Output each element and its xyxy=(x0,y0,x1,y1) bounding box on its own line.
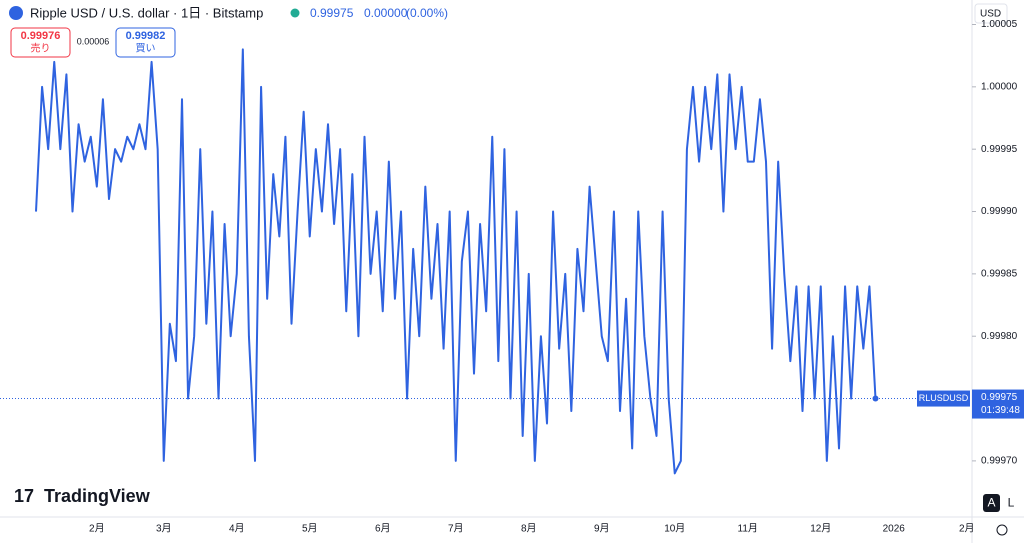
x-tick-label: 6月 xyxy=(375,523,391,535)
buy-price: 0.99982 xyxy=(126,30,166,42)
currency: USD xyxy=(980,9,1001,20)
currency-button[interactable] xyxy=(974,3,1008,24)
plot xyxy=(0,48,917,475)
spread: 0.00006 xyxy=(77,36,110,46)
x-tick-label: 2月 xyxy=(89,523,105,535)
ticker-tag xyxy=(917,390,970,407)
x-tick-label: 7月 xyxy=(448,523,464,535)
auto-label: A xyxy=(987,496,995,510)
last-point xyxy=(872,395,879,402)
x-tick-label: 2026 xyxy=(883,524,906,535)
x-tick-label: 12月 xyxy=(810,523,831,535)
y-tick-label: 0.99990 xyxy=(981,206,1018,217)
y-tick-label: 1.00000 xyxy=(981,81,1018,92)
sell-button[interactable] xyxy=(10,27,71,58)
price-tag xyxy=(972,389,1024,419)
y-tick-label: 0.99980 xyxy=(981,331,1018,342)
y-tick-label: 0.99985 xyxy=(981,269,1018,280)
buy-label: 買い xyxy=(136,43,156,55)
x-tick-label: 11月 xyxy=(738,523,758,535)
brand: TradingView xyxy=(44,486,151,506)
x-tick-label: 5月 xyxy=(302,523,318,535)
log-label[interactable]: L xyxy=(1008,496,1015,510)
countdown: 01:39:48 xyxy=(981,405,1020,416)
price-line xyxy=(35,48,877,475)
last-price: 0.99975 xyxy=(310,6,354,20)
x-tick-label: 9月 xyxy=(594,523,610,535)
auto-button[interactable] xyxy=(983,494,1000,512)
change-pct: (0.00%) xyxy=(406,6,448,20)
y-tick-label: 0.99995 xyxy=(981,144,1018,155)
sell-price: 0.99976 xyxy=(21,30,61,42)
x-tick-label: 4月 xyxy=(229,523,245,535)
status-dot xyxy=(290,8,300,18)
y-tick-label: 0.99970 xyxy=(981,456,1018,467)
y-tick-label: 1.00005 xyxy=(981,19,1018,30)
settings-icon[interactable] xyxy=(996,524,1008,536)
change: 0.00000 xyxy=(364,6,408,20)
x-tick-label: 8月 xyxy=(521,523,537,535)
buy-button[interactable] xyxy=(115,27,176,58)
sell-label: 売り xyxy=(31,42,51,55)
price-tag-value: 0.99975 xyxy=(981,392,1018,403)
symbol-title: Ripple USD / U.S. dollar · 1日 · Bitstamp xyxy=(30,5,263,20)
x-tick-label: 10月 xyxy=(664,523,685,535)
brand-logo: 17 xyxy=(14,486,34,506)
x-tick-label: 3月 xyxy=(156,523,172,535)
ticker: RLUSDUSD xyxy=(919,393,969,403)
symbol-icon xyxy=(9,6,23,20)
x-tick-label: 2月 xyxy=(959,523,975,535)
